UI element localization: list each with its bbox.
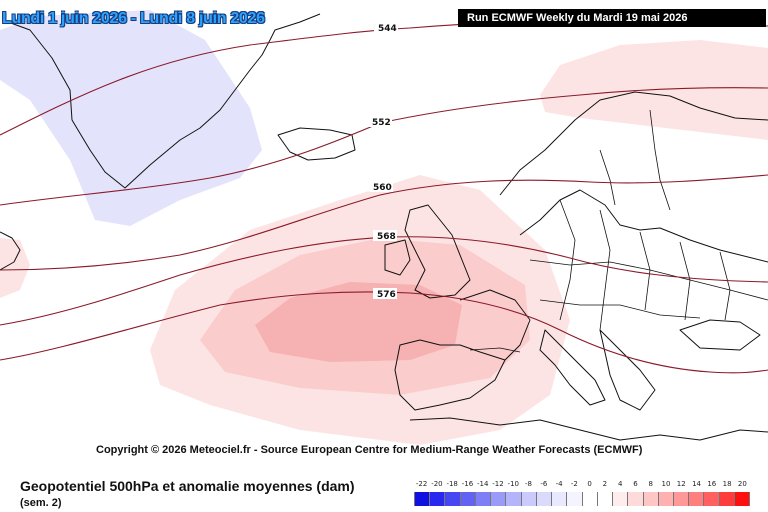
- scale-tick-label: 8: [648, 480, 653, 488]
- scale-tick-label: 6: [633, 480, 638, 488]
- contour-560: [0, 174, 768, 271]
- negative-anomaly-area: [0, 10, 262, 226]
- scale-tick-label: -10: [507, 480, 519, 488]
- scale-swatch: [414, 492, 431, 506]
- scale-swatch: [582, 492, 598, 506]
- scale-tick-label: -18: [446, 480, 458, 488]
- scale-tick-label: -12: [492, 480, 504, 488]
- anomaly-color-scale: [414, 492, 751, 506]
- scale-swatch: [445, 492, 461, 506]
- scale-swatch: [658, 492, 674, 506]
- scale-tick-label: -14: [477, 480, 489, 488]
- scale-tick-label: -2: [570, 480, 578, 488]
- contour-label-576: 576: [377, 290, 396, 300]
- contour-576: [0, 291, 768, 374]
- borders: [469, 109, 768, 353]
- scale-swatch: [719, 492, 735, 506]
- scale-tick-label: 18: [722, 480, 732, 488]
- scale-swatch: [567, 492, 583, 506]
- scale-swatch: [734, 492, 751, 506]
- model-run-label: Run ECMWF Weekly du Mardi 19 mai 2026: [458, 9, 766, 27]
- scale-tick-label: 10: [661, 480, 671, 488]
- scale-swatch: [430, 492, 446, 506]
- scale-tick-label: 0: [587, 480, 592, 488]
- scale-tick-label: 16: [707, 480, 717, 488]
- copyright-notice: Copyright © 2026 Meteociel.fr - Source E…: [96, 444, 643, 456]
- scale-tick-label: 2: [602, 480, 608, 488]
- scale-swatch: [597, 492, 614, 506]
- coastlines: [0, 13, 768, 441]
- scale-tick-label: -4: [555, 480, 563, 488]
- scale-tick-label: -22: [415, 480, 428, 488]
- scale-swatch: [475, 492, 492, 506]
- geopotential-contours: [0, 20, 768, 374]
- scale-swatch: [460, 492, 476, 506]
- scale-tick-label: 14: [692, 480, 701, 488]
- contour-labels: 544 552 560 568 576: [368, 22, 398, 300]
- contour-label-544: 544: [378, 24, 397, 34]
- scale-tick-label: 20: [737, 480, 747, 488]
- scale-tick-label: 12: [676, 480, 686, 488]
- scale-swatch: [536, 492, 553, 506]
- scale-swatch: [689, 492, 705, 506]
- map-subtitle: (sem. 2): [20, 497, 62, 509]
- positive-anomaly-area-west: [0, 238, 30, 298]
- scale-tick-label: -6: [540, 480, 548, 488]
- contour-label-568: 568: [377, 232, 396, 242]
- map-title: Geopotentiel 500hPa et anomalie moyennes…: [20, 478, 355, 494]
- scale-swatch: [613, 492, 629, 506]
- scale-swatch: [704, 492, 720, 506]
- scale-swatch: [643, 492, 659, 506]
- scale-tick-label: -16: [461, 480, 474, 488]
- scale-swatch: [506, 492, 522, 506]
- anomaly-scale-labels: -22 -20 -18 -16 -14 -12 -10 -8 -6 -4 -2 0 2 4 6 8 10 12 14…: [414, 480, 750, 490]
- scale-swatch: [521, 492, 537, 506]
- forecast-date-range: Lundi 1 juin 2026 - Lundi 8 juin 2026: [2, 10, 265, 27]
- contour-label-552: 552: [372, 118, 391, 128]
- contour-label-560: 560: [373, 183, 392, 193]
- scale-swatch: [673, 492, 690, 506]
- weather-map: 544 552 560 568 576: [0, 10, 768, 445]
- scale-tick-label: -20: [431, 480, 443, 488]
- scale-tick-label: 4: [617, 480, 623, 488]
- scale-swatch: [628, 492, 644, 506]
- scale-swatch: [491, 492, 507, 506]
- scale-tick-label: -8: [525, 480, 533, 488]
- scale-swatch: [552, 492, 568, 506]
